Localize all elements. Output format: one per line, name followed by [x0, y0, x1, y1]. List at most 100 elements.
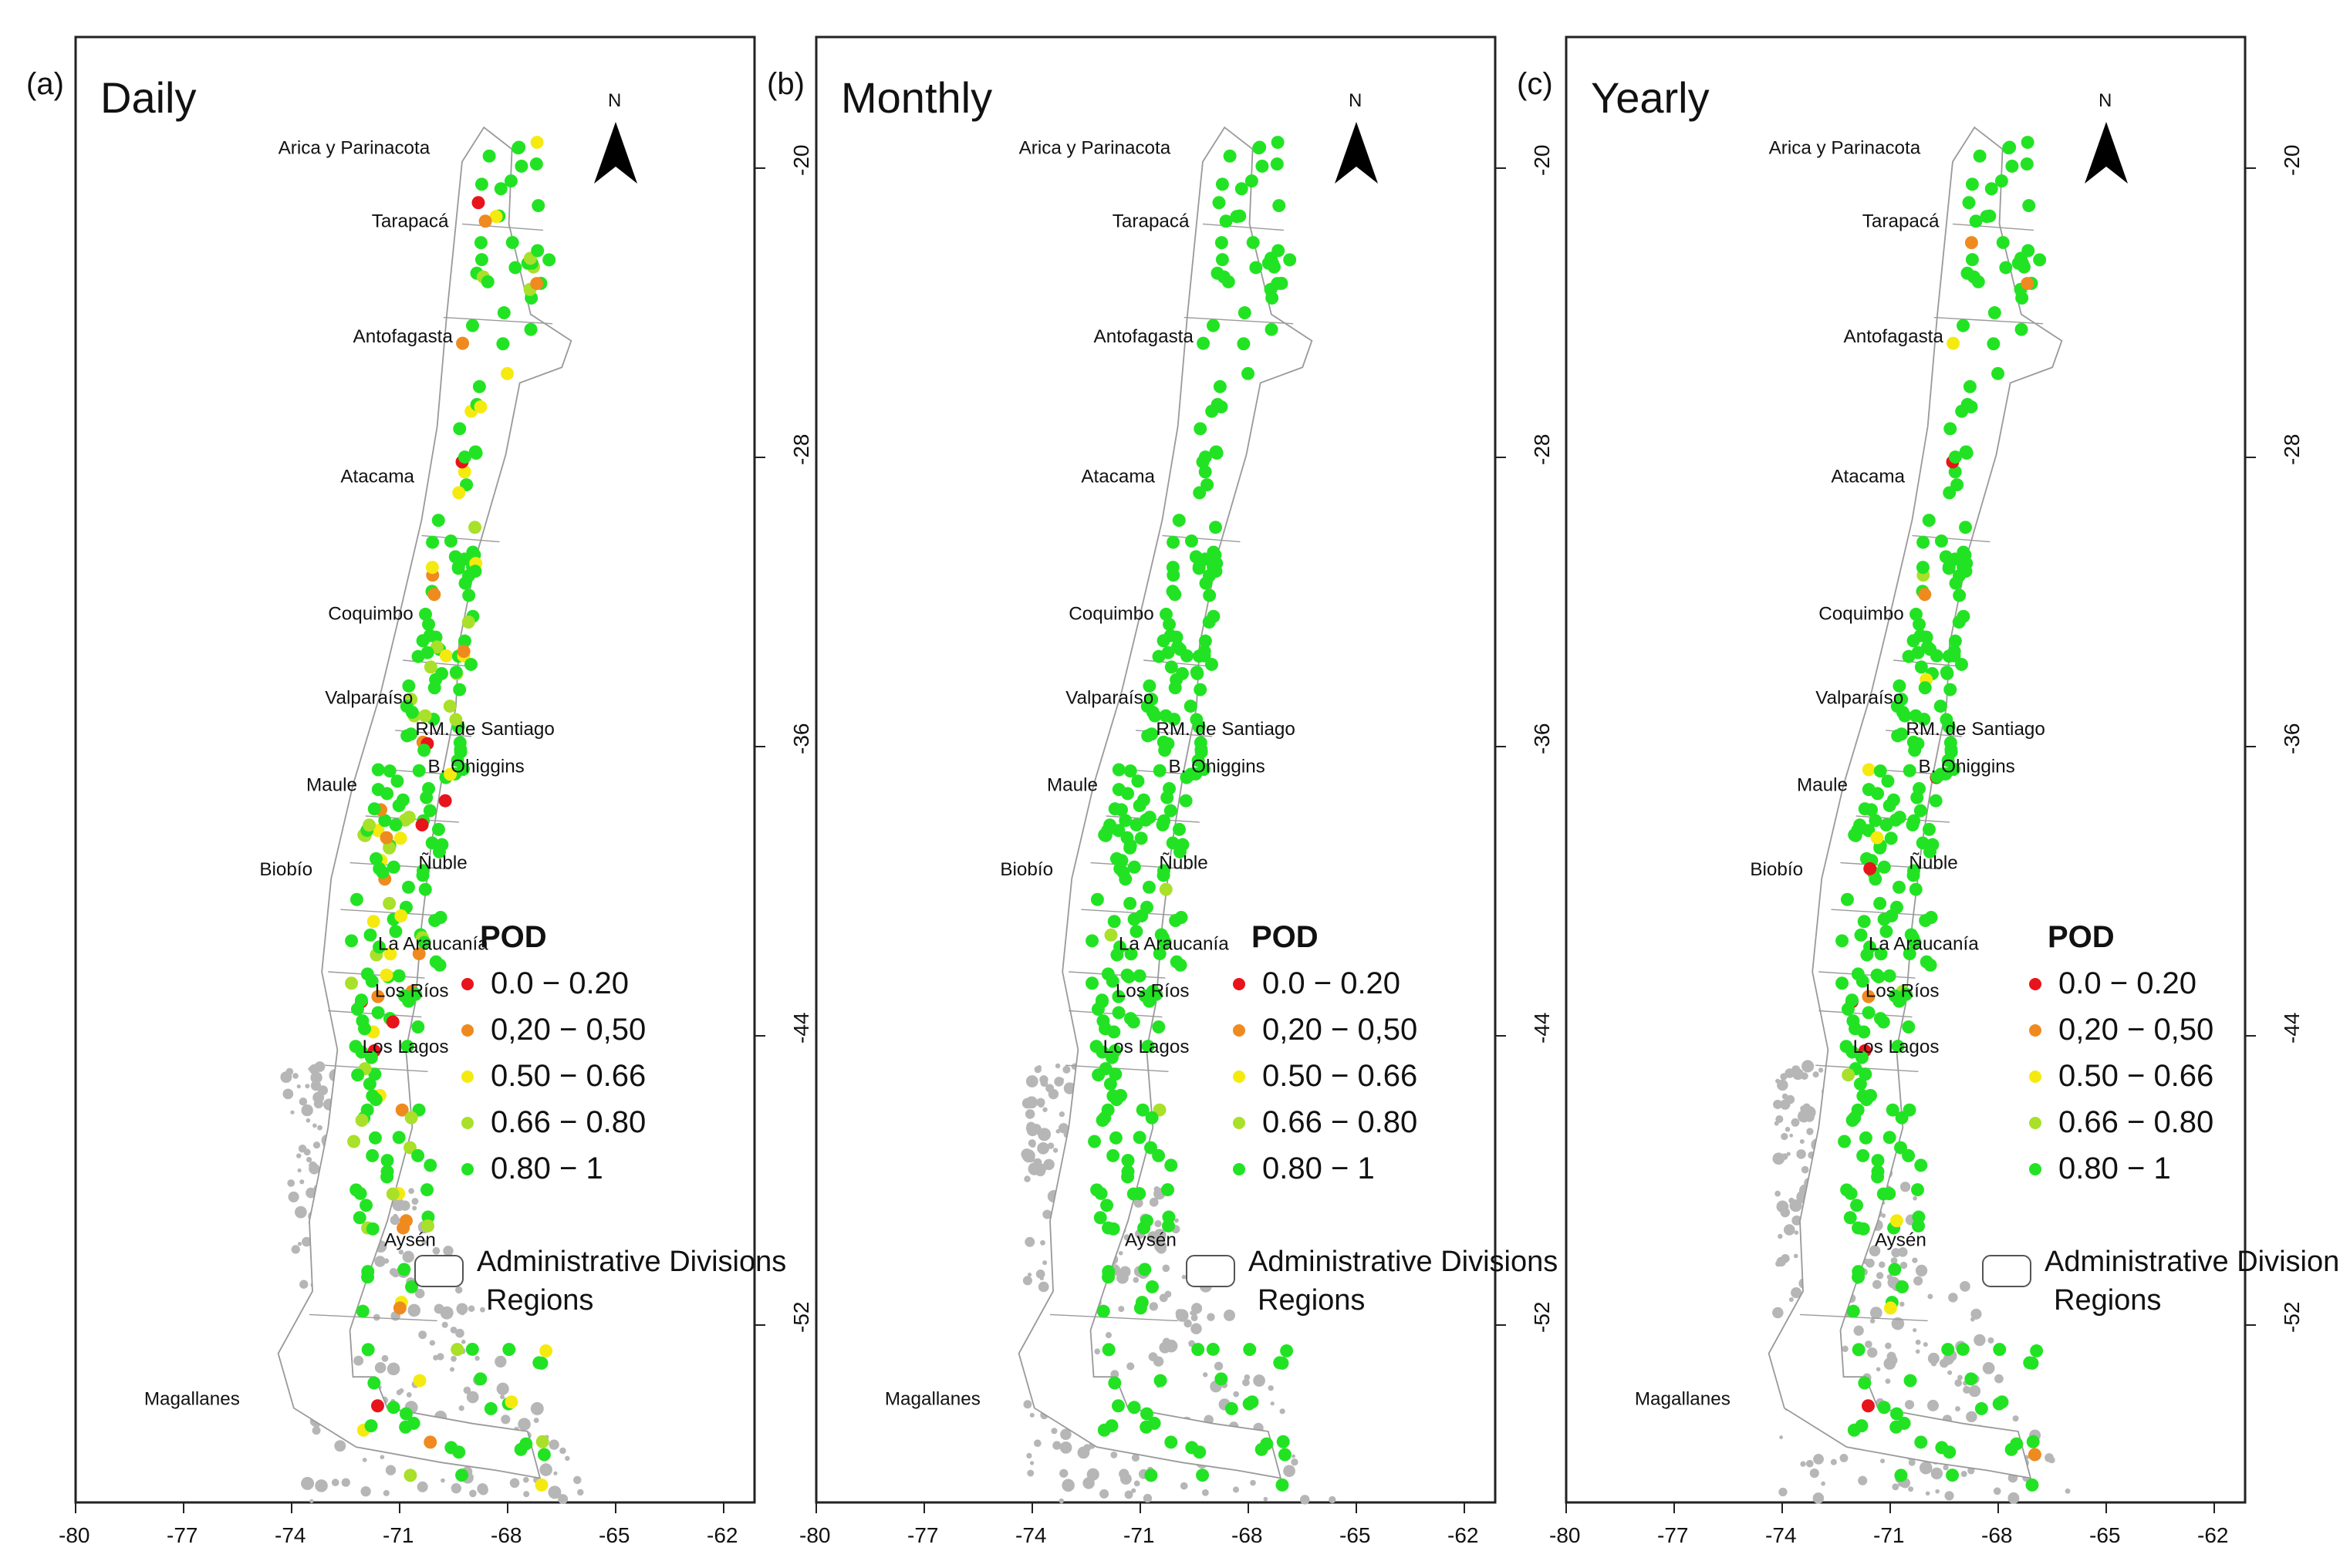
north-arrow-icon [594, 122, 637, 184]
station-point [2014, 322, 2028, 336]
map-panel-yearly: (c) Yearly Arica y Parinacota Tarapacá Antof… [1517, 35, 2340, 1547]
island-mark [1927, 1399, 1939, 1411]
island-mark [1059, 1498, 1064, 1504]
island-mark [530, 1401, 544, 1415]
station-point [1922, 514, 1936, 528]
island-mark [360, 1486, 371, 1497]
island-mark [1024, 1175, 1031, 1182]
station-point [1909, 882, 1923, 896]
station-point [361, 1265, 375, 1279]
station-point [1948, 634, 1962, 648]
island-mark [1858, 1475, 1868, 1485]
station-point [423, 804, 437, 818]
station-point [351, 1068, 365, 1082]
station-point [392, 969, 406, 983]
station-point [1212, 196, 1226, 210]
station-point [474, 400, 488, 414]
station-point [1855, 1419, 1869, 1433]
station-point [1152, 1020, 1166, 1034]
station-point [1953, 588, 1967, 602]
station-point [363, 818, 376, 832]
island-mark [1159, 1293, 1168, 1303]
station-point [1952, 615, 1966, 629]
island-mark [1082, 1477, 1095, 1489]
island-mark [1025, 1096, 1038, 1109]
station-point [424, 1435, 437, 1449]
station-point [457, 645, 471, 658]
island-mark [1982, 1362, 1995, 1374]
island-mark [1025, 1075, 1038, 1087]
station-point [1920, 640, 1934, 654]
station-point [1840, 892, 1854, 906]
station-point [1276, 1435, 1290, 1448]
station-point [383, 764, 397, 778]
station-point [1194, 745, 1208, 759]
station-point [2003, 140, 2017, 154]
station-point [1191, 1343, 1205, 1357]
station-point [1196, 1469, 1210, 1482]
station-point [1160, 607, 1173, 621]
station-point [427, 681, 441, 695]
island-mark [1930, 1467, 1943, 1480]
station-point [1959, 565, 1973, 578]
island-mark [299, 1179, 305, 1185]
island-mark [565, 1455, 570, 1462]
station-point [1923, 958, 1937, 972]
station-point [1853, 818, 1867, 832]
island-mark [1190, 1323, 1202, 1335]
station-point [1908, 744, 1922, 757]
station-point [1103, 818, 1117, 832]
x-tick-label: -65 [2089, 1523, 2120, 1547]
station-point [1957, 545, 1970, 559]
island-mark [1224, 1309, 1235, 1321]
island-mark [1023, 1400, 1032, 1409]
island-mark [1149, 1302, 1158, 1311]
station-point [1120, 831, 1134, 845]
station-point [2030, 1344, 2044, 1357]
x-tick-label: -68 [1231, 1523, 1262, 1547]
station-point [1168, 681, 1182, 695]
station-point [1123, 764, 1137, 778]
island-mark [1123, 1234, 1130, 1241]
island-mark [496, 1382, 509, 1395]
island-mark [1292, 1454, 1295, 1458]
station-point [1207, 319, 1220, 332]
island-mark [523, 1491, 530, 1498]
station-point [1987, 306, 2001, 320]
island-mark [1174, 1218, 1179, 1223]
island-mark [1801, 1060, 1815, 1073]
island-mark [577, 1489, 584, 1496]
island-mark [1974, 1334, 1986, 1347]
station-point [1943, 736, 1957, 750]
station-point [2005, 159, 2019, 173]
station-point [1838, 1135, 1852, 1148]
island-mark [1812, 1071, 1819, 1078]
region-label: Maule [1047, 775, 1098, 796]
station-point [2033, 253, 2047, 267]
island-mark [522, 1476, 529, 1483]
legend-label: 0.50 − 0.66 [2058, 1059, 2213, 1093]
station-point [1121, 1154, 1135, 1168]
station-point [367, 802, 381, 816]
station-point [1109, 1067, 1123, 1081]
island-mark [1062, 1479, 1075, 1492]
station-point [1138, 1263, 1152, 1276]
island-mark [1778, 1487, 1788, 1497]
station-point [1877, 860, 1891, 874]
island-mark [306, 1156, 312, 1163]
island-mark [1879, 1261, 1886, 1269]
legend-boundary-swatch [414, 1255, 464, 1287]
legend-label: 0,20 − 0,50 [2058, 1013, 2213, 1047]
station-point [404, 1469, 417, 1482]
station-point [1879, 818, 1893, 831]
island-mark [1040, 1239, 1045, 1246]
island-mark [1772, 1307, 1784, 1319]
station-point [1207, 545, 1221, 559]
legend-swatch [461, 1117, 474, 1129]
station-point [1916, 535, 1930, 549]
station-point [1170, 640, 1184, 654]
station-point [1891, 729, 1905, 743]
y-tick-label: -44 [1530, 1013, 1554, 1044]
station-point [1194, 683, 1207, 696]
island-mark [1853, 1325, 1864, 1336]
